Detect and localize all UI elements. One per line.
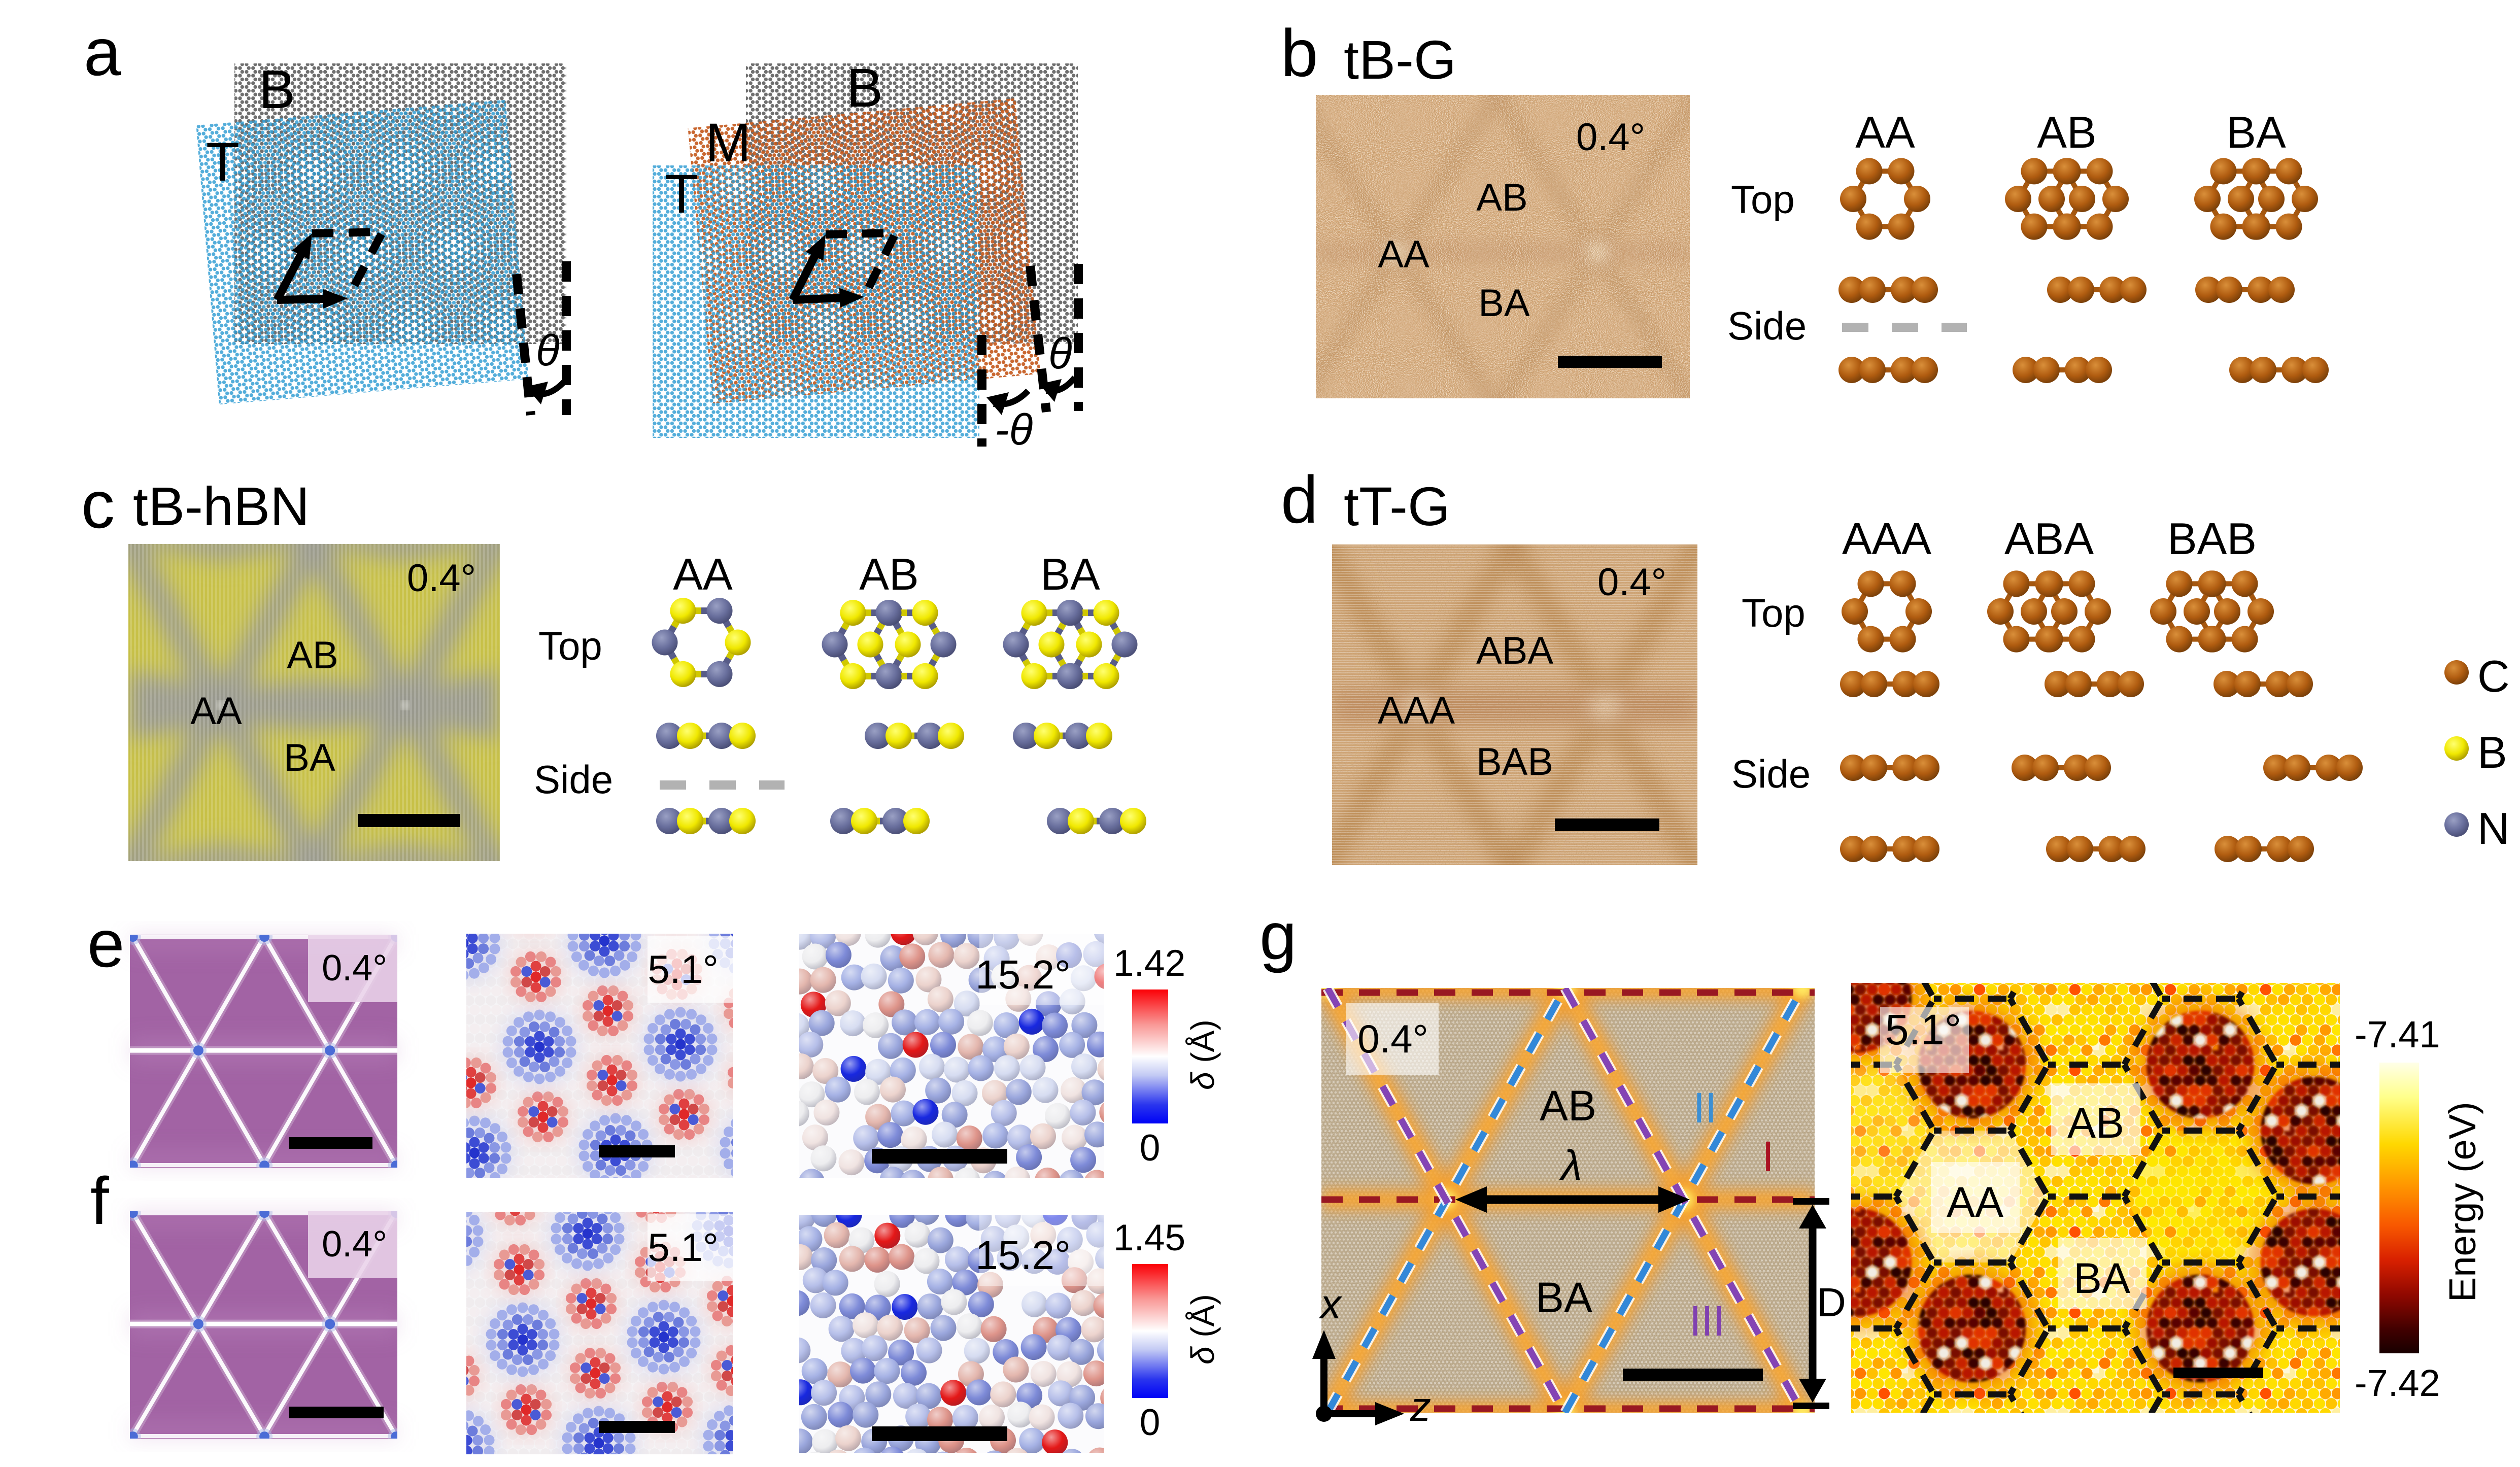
svg-text:δ (Å): δ (Å) bbox=[1184, 1019, 1221, 1090]
svg-text:5.1°: 5.1° bbox=[648, 947, 719, 992]
svg-text:1.42: 1.42 bbox=[1113, 943, 1185, 984]
svg-text:AB: AB bbox=[2037, 107, 2096, 157]
svg-text:b: b bbox=[1281, 16, 1318, 90]
svg-text:AB: AB bbox=[1540, 1082, 1596, 1130]
svg-text:BA: BA bbox=[1478, 282, 1530, 325]
svg-text:AA: AA bbox=[1378, 233, 1429, 276]
svg-text:0: 0 bbox=[1140, 1128, 1161, 1169]
svg-text:AB: AB bbox=[287, 634, 338, 677]
svg-text:AAA: AAA bbox=[1378, 689, 1455, 732]
svg-text:AA: AA bbox=[190, 690, 242, 733]
svg-text:tT-G: tT-G bbox=[1344, 475, 1450, 537]
svg-text:M: M bbox=[705, 112, 751, 173]
svg-text:AB: AB bbox=[2067, 1099, 2124, 1147]
svg-text:0.4°: 0.4° bbox=[1576, 116, 1645, 159]
svg-text:-7.41: -7.41 bbox=[2355, 1013, 2440, 1055]
svg-text:z: z bbox=[1410, 1384, 1431, 1430]
svg-text:a: a bbox=[84, 15, 121, 89]
svg-text:III: III bbox=[1689, 1297, 1725, 1345]
svg-text:0: 0 bbox=[1140, 1402, 1161, 1443]
svg-text:AA: AA bbox=[1947, 1178, 2003, 1226]
svg-text:Side: Side bbox=[1727, 303, 1807, 348]
svg-text:AAA: AAA bbox=[1842, 514, 1931, 564]
svg-text:B: B bbox=[2477, 727, 2507, 777]
svg-text:θ: θ bbox=[1048, 329, 1072, 378]
svg-text:15.2°: 15.2° bbox=[975, 1233, 1071, 1278]
svg-text:II: II bbox=[1693, 1084, 1717, 1132]
svg-text:BA: BA bbox=[2073, 1254, 2130, 1302]
svg-text:g: g bbox=[1259, 899, 1297, 973]
svg-text:1.45: 1.45 bbox=[1113, 1217, 1185, 1258]
svg-text:BA: BA bbox=[284, 736, 335, 779]
svg-text:f: f bbox=[90, 1164, 109, 1238]
svg-text:Side: Side bbox=[534, 757, 613, 802]
svg-text:c: c bbox=[81, 467, 115, 542]
svg-text:AB: AB bbox=[859, 549, 918, 599]
svg-text:ABA: ABA bbox=[2004, 514, 2094, 564]
svg-text:T: T bbox=[206, 131, 240, 192]
svg-text:5.1°: 5.1° bbox=[1885, 1006, 1961, 1053]
svg-text:N: N bbox=[2477, 803, 2510, 854]
svg-text:x: x bbox=[1318, 1281, 1343, 1327]
svg-text:C: C bbox=[2477, 651, 2510, 701]
svg-text:Top: Top bbox=[1742, 591, 1806, 635]
svg-text:δ (Å): δ (Å) bbox=[1184, 1294, 1221, 1364]
svg-text:tB-hBN: tB-hBN bbox=[133, 475, 310, 537]
svg-text:AA: AA bbox=[1855, 107, 1915, 157]
svg-text:BA: BA bbox=[1536, 1274, 1592, 1321]
svg-text:d: d bbox=[1281, 462, 1318, 537]
svg-text:tB-G: tB-G bbox=[1344, 29, 1456, 90]
svg-text:B: B bbox=[846, 57, 883, 118]
svg-text:Energy (eV): Energy (eV) bbox=[2441, 1102, 2483, 1302]
svg-text:AB: AB bbox=[1476, 176, 1527, 219]
svg-text:BA: BA bbox=[1040, 549, 1100, 599]
svg-text:0.4°: 0.4° bbox=[407, 557, 476, 600]
svg-text:θ: θ bbox=[536, 326, 560, 375]
svg-text:0.4°: 0.4° bbox=[322, 1224, 387, 1265]
svg-text:Side: Side bbox=[1731, 752, 1811, 796]
svg-text:Top: Top bbox=[1731, 177, 1795, 222]
svg-text:BAB: BAB bbox=[2167, 514, 2257, 564]
svg-text:ABA: ABA bbox=[1476, 629, 1553, 672]
svg-text:T: T bbox=[665, 163, 698, 224]
svg-text:Top: Top bbox=[538, 624, 602, 668]
svg-text:λ: λ bbox=[1559, 1141, 1582, 1189]
svg-text:-7.42: -7.42 bbox=[2355, 1362, 2440, 1404]
svg-text:AA: AA bbox=[673, 549, 733, 599]
svg-text:0.4°: 0.4° bbox=[1357, 1016, 1428, 1061]
svg-text:BAB: BAB bbox=[1476, 740, 1553, 783]
svg-text:5.1°: 5.1° bbox=[648, 1225, 719, 1270]
svg-text:e: e bbox=[87, 906, 124, 981]
svg-text:BA: BA bbox=[2226, 107, 2286, 157]
svg-text:B: B bbox=[259, 58, 295, 120]
svg-text:0.4°: 0.4° bbox=[1597, 561, 1666, 604]
svg-text:I: I bbox=[1762, 1133, 1774, 1180]
svg-text:15.2°: 15.2° bbox=[975, 952, 1071, 997]
svg-text:0.4°: 0.4° bbox=[322, 948, 387, 988]
svg-text:D: D bbox=[1817, 1280, 1846, 1325]
